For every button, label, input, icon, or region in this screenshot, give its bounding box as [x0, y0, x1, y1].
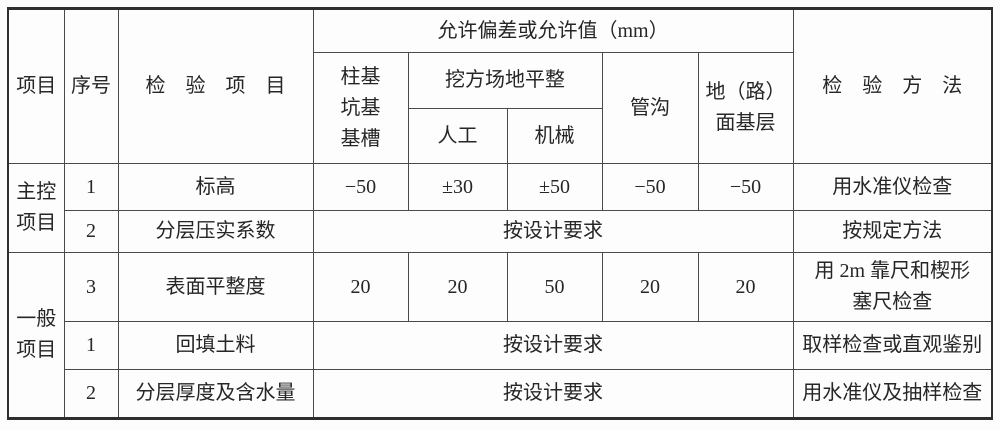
method-cell: 用水准仪及抽样检查: [792, 369, 993, 419]
seq-cell: 2: [63, 369, 119, 419]
inspection-table: 项目 序号 检验项目 允许偏差或允许值（mm） 检验方法 柱基 坑基 基槽 挖方…: [7, 7, 994, 420]
header-sub-ground: 地（路） 面基层: [697, 52, 794, 164]
value-cell: 20: [697, 252, 794, 322]
item-cell: 标高: [117, 163, 314, 211]
seq-cell: 1: [63, 163, 119, 211]
merged-requirement-cell: 按设计要求: [312, 321, 794, 370]
item-cell: 表面平整度: [117, 252, 314, 322]
value-cell: 20: [312, 252, 409, 322]
header-method-label: 检验方法: [822, 75, 983, 97]
method-cell: 用水准仪检查: [792, 163, 993, 211]
value-cell: 50: [506, 252, 603, 322]
method-cell: 用 2m 靠尺和楔形 塞尺检查: [792, 252, 993, 322]
item-cell: 分层厚度及含水量: [117, 369, 314, 419]
seq-cell: 3: [63, 252, 119, 322]
item-cell: 分层压实系数: [117, 210, 314, 253]
seq-cell: 1: [63, 321, 119, 370]
header-method: 检验方法: [792, 8, 993, 164]
header-project: 项目: [7, 8, 65, 164]
header-item: 检验项目: [117, 8, 314, 164]
header-item-label: 检验项目: [145, 75, 306, 97]
value-cell: 20: [407, 252, 508, 322]
value-cell: ±30: [407, 163, 508, 211]
header-sub-pit: 柱基 坑基 基槽: [312, 52, 409, 164]
method-cell: 按规定方法: [792, 210, 993, 253]
value-cell: 20: [601, 252, 699, 322]
value-cell: −50: [697, 163, 794, 211]
value-cell: −50: [312, 163, 409, 211]
header-tolerance: 允许偏差或允许值（mm）: [312, 8, 794, 53]
section-label-main: 主控 项目: [7, 163, 65, 253]
seq-cell: 2: [63, 210, 119, 253]
header-sub-manual: 人工: [407, 108, 508, 164]
header-seq: 序号: [63, 8, 119, 164]
merged-requirement-cell: 按设计要求: [312, 210, 794, 253]
method-cell: 取样检查或直观鉴别: [792, 321, 993, 370]
header-sub-pipe: 管沟: [601, 52, 699, 164]
header-sub-excavation: 挖方场地平整: [407, 52, 603, 109]
value-cell: ±50: [506, 163, 603, 211]
merged-requirement-cell: 按设计要求: [312, 369, 794, 419]
header-sub-mechanical: 机械: [506, 108, 603, 164]
section-label-general: 一般 项目: [7, 252, 65, 419]
value-cell: −50: [601, 163, 699, 211]
item-cell: 回填土料: [117, 321, 314, 370]
